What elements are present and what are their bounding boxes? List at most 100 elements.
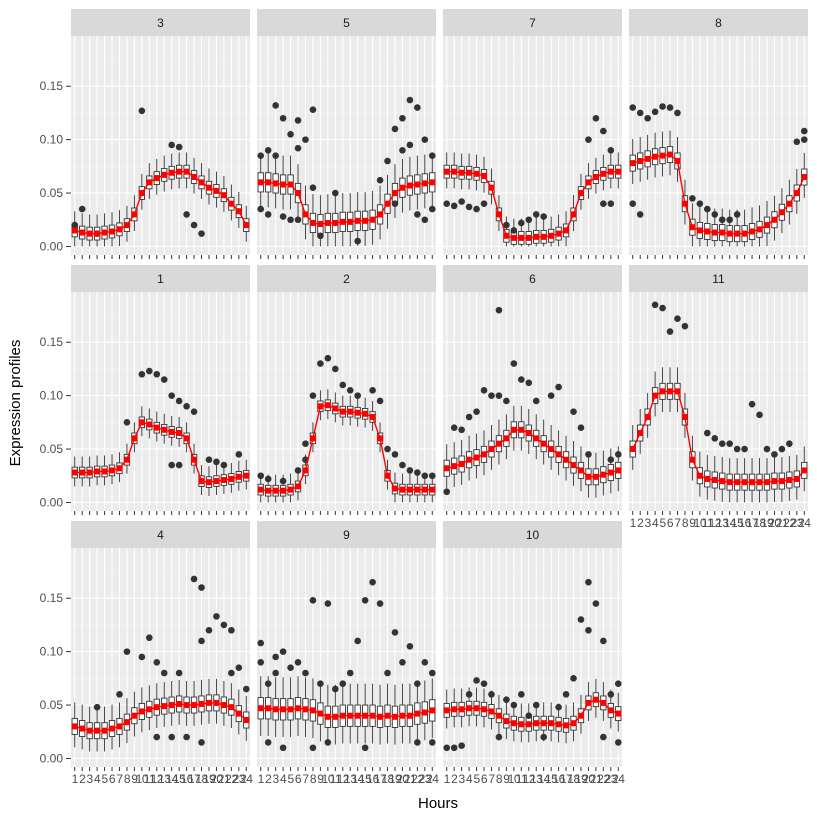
median-point: [280, 706, 287, 713]
median-point: [287, 706, 294, 713]
facet-strip-label: 1: [157, 272, 164, 286]
median-point: [719, 229, 726, 236]
outlier-point: [399, 114, 406, 122]
outlier-point: [458, 198, 465, 205]
y-tick-label: 0.00: [40, 239, 64, 253]
outlier-point: [183, 403, 190, 410]
outlier-point: [302, 136, 309, 143]
facet-strip-label: 7: [529, 16, 536, 30]
median-point: [771, 216, 778, 223]
median-point: [652, 153, 659, 160]
outlier-point: [376, 176, 384, 184]
facet-strip-label: 5: [343, 16, 350, 30]
median-point: [116, 723, 123, 730]
median-point: [391, 190, 398, 197]
outlier-point: [666, 328, 674, 335]
median-point: [101, 229, 108, 236]
x-tick-label: 1: [444, 772, 451, 786]
outlier-point: [369, 578, 376, 586]
outlier-point: [443, 488, 451, 496]
median-point: [265, 705, 272, 712]
median-point: [205, 184, 212, 191]
median-point: [681, 413, 688, 420]
median-point: [324, 713, 331, 720]
median-point: [696, 472, 703, 479]
outlier-point: [279, 648, 287, 655]
outlier-point: [391, 629, 399, 636]
median-point: [257, 705, 264, 712]
median-point: [778, 478, 785, 485]
facet-panel-7: 7: [443, 9, 622, 259]
outlier-point: [317, 360, 324, 367]
outlier-point: [428, 739, 436, 746]
outlier-point: [354, 237, 361, 245]
outlier-point: [510, 227, 518, 234]
outlier-point: [585, 578, 592, 586]
x-tick-label: 5: [287, 772, 294, 786]
x-tick-label: 6: [295, 772, 302, 786]
median-point: [287, 486, 294, 493]
outlier-point: [116, 691, 123, 698]
x-tick-label: 9: [689, 516, 696, 530]
outlier-point: [532, 397, 540, 405]
median-point: [228, 704, 235, 711]
x-tick-label: 14: [352, 772, 365, 786]
outlier-point: [458, 426, 465, 434]
y-tick-label: 0.10: [40, 645, 64, 659]
outlier-point: [607, 691, 615, 698]
outlier-point: [309, 392, 317, 399]
outlier-point: [607, 147, 615, 154]
outlier-point: [443, 744, 451, 752]
median-point: [734, 230, 741, 237]
outlier-point: [681, 322, 689, 330]
outlier-point: [235, 664, 243, 671]
x-tick-label: 2: [637, 516, 644, 530]
outlier-point: [205, 456, 213, 464]
outlier-point: [406, 96, 414, 104]
outlier-point: [421, 659, 429, 666]
outlier-point: [198, 584, 205, 591]
median-point: [295, 483, 302, 490]
outlier-point: [614, 739, 622, 746]
median-point: [243, 716, 250, 723]
facet-panels: 0.00 0.05 0.10 0.15 0.00 0.05 0.10 0.15 0.00 0.05…: [40, 9, 812, 786]
x-tick-label: 8: [682, 516, 689, 530]
outlier-point: [183, 733, 190, 741]
x-tick-label: 13: [716, 516, 729, 530]
outlier-point: [138, 370, 146, 378]
median-point: [116, 465, 123, 472]
outlier-point: [190, 221, 198, 229]
median-point: [473, 454, 480, 461]
median-point: [592, 174, 599, 181]
outlier-point: [503, 696, 510, 703]
median-point: [302, 467, 309, 474]
outlier-point: [592, 114, 600, 122]
median-point: [458, 169, 465, 176]
outlier-point: [309, 106, 317, 114]
outlier-point: [78, 205, 86, 213]
outlier-point: [272, 669, 279, 677]
panel-background: [443, 36, 622, 255]
x-tick-label: 15: [359, 772, 372, 786]
y-tick-label: 0.05: [40, 698, 64, 712]
outlier-point: [733, 445, 741, 453]
median-point: [191, 702, 198, 709]
outlier-point: [726, 440, 733, 447]
outlier-point: [458, 742, 465, 749]
outlier-point: [71, 221, 79, 229]
outlier-point: [600, 733, 607, 741]
x-tick-label: 24: [612, 772, 625, 786]
median-point: [138, 419, 145, 426]
median-point: [592, 473, 599, 480]
x-tick-label: 23: [419, 772, 432, 786]
x-tick-label: 7: [488, 772, 495, 786]
x-tick-label: 23: [605, 772, 618, 786]
median-point: [131, 712, 138, 719]
outlier-point: [488, 691, 495, 698]
median-point: [555, 230, 562, 237]
median-point: [168, 702, 175, 709]
median-point: [339, 408, 346, 415]
outlier-point: [175, 669, 183, 677]
facet-panel-8: 8: [629, 9, 808, 259]
x-tick-label: 2: [79, 772, 86, 786]
